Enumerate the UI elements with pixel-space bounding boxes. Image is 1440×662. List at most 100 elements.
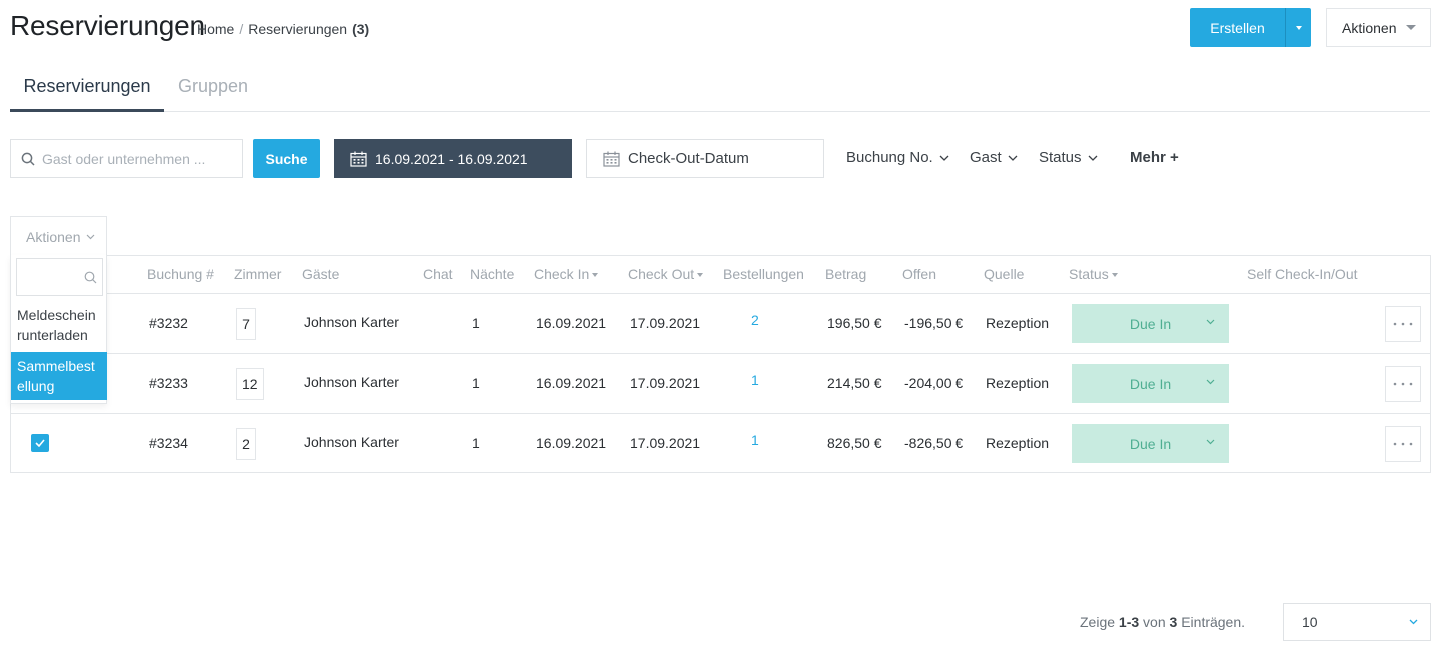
row-checkbox[interactable] [31,434,49,452]
status-dropdown[interactable]: Due In [1072,364,1229,403]
chevron-down-icon [939,155,949,161]
guest-name[interactable]: Johnson Karter [304,314,399,330]
breadcrumb-home[interactable]: Home [197,21,235,37]
chevron-down-icon [1088,155,1097,161]
tab-reservierungen[interactable]: Reservierungen [10,76,164,112]
chevron-down-icon [1008,155,1018,161]
column-chat[interactable]: Chat [423,266,453,282]
sort-icon [697,272,704,277]
column-source[interactable]: Quelle [984,266,1025,282]
chevron-down-icon [87,234,95,239]
sort-icon [592,272,599,277]
booking-number[interactable]: #3233 [149,375,188,391]
table-row[interactable]: #3232 7 Johnson Karter 1 16.09.2021 17.0… [11,294,1430,354]
actions-button[interactable]: Aktionen [1326,8,1431,47]
pagination-suffix: Einträgen. [1181,614,1246,630]
open-amount: -204,00 € [904,375,964,391]
filter-guest-label: Gast [970,149,1002,166]
check-in-date: 16.09.2021 [536,375,607,391]
caret-down-icon [1295,25,1302,30]
status-dropdown[interactable]: Due In [1072,424,1229,463]
column-orders[interactable]: Bestellungen [723,266,804,282]
column-check-in[interactable]: Check In [534,266,599,282]
check-in-date: 16.09.2021 [536,315,607,331]
page-size-value: 10 [1302,614,1318,630]
checkout-date-filter[interactable]: Check-Out-Datum [586,139,824,178]
bulk-action-sammelbestellung[interactable]: Sammelbestellung [11,352,107,400]
page-size-select[interactable]: 10 [1283,603,1431,641]
search-button[interactable]: Suche [253,139,320,178]
search-icon [21,152,35,166]
filter-guest[interactable]: Gast [970,149,1018,166]
nights: 1 [472,315,480,331]
bulk-action-meldeschein[interactable]: Meldeschein runterladen [17,307,96,343]
pagination-total: 3 [1169,614,1178,630]
column-guests[interactable]: Gäste [302,266,340,282]
booking-number[interactable]: #3234 [149,435,188,451]
breadcrumb-current: Reservierungen [248,21,348,37]
reservations-table: Buchung # Zimmer Gäste Chat Nächte Check… [10,255,1431,473]
checkmark-icon [35,439,45,447]
check-out-date: 17.09.2021 [630,375,701,391]
checkout-date-placeholder: Check-Out-Datum [628,150,749,167]
nights: 1 [472,375,480,391]
calendar-icon [350,151,367,167]
row-more-button[interactable] [1385,306,1421,342]
ellipsis-icon [1393,382,1413,386]
row-more-button[interactable] [1385,426,1421,462]
tab-gruppen[interactable]: Gruppen [178,76,249,96]
column-open[interactable]: Offen [902,266,936,282]
row-more-button[interactable] [1385,366,1421,402]
room-number: 2 [236,428,256,460]
guest-name[interactable]: Johnson Karter [304,374,399,390]
breadcrumb-separator: / [239,21,244,37]
column-check-out[interactable]: Check Out [628,266,704,282]
ellipsis-icon [1393,322,1413,326]
room-number: 12 [236,368,264,400]
breadcrumb-count: (3) [352,21,370,37]
column-self-checkin[interactable]: Self Check-In/Out [1247,266,1358,282]
column-amount[interactable]: Betrag [825,266,867,282]
calendar-icon [603,151,620,167]
breadcrumb: Home / Reservierungen (3) [197,21,369,37]
bulk-actions-button[interactable]: Aktionen [10,216,107,256]
table-row[interactable]: #3233 12 Johnson Karter 1 16.09.2021 17.… [11,354,1430,414]
search-input[interactable] [42,150,232,167]
status-label: Due In [1129,435,1172,452]
pagination-prefix: Zeige [1080,614,1116,630]
ellipsis-icon [1393,442,1413,446]
create-dropdown-toggle[interactable] [1286,8,1311,47]
table-row[interactable]: #3234 2 Johnson Karter 1 16.09.2021 17.0… [11,414,1430,474]
source: Rezeption [986,315,1050,331]
date-range-filter[interactable]: 16.09.2021 - 16.09.2021 [334,139,572,178]
booking-number[interactable]: #3232 [149,315,188,331]
bulk-actions-search [16,258,103,296]
more-filters-button[interactable]: Mehr + [1130,149,1179,166]
orders-link[interactable]: 1 [751,372,759,388]
create-button-group: Erstellen [1190,8,1311,47]
bulk-actions-menu: Meldeschein runterladen Sammelbestellung [10,255,107,404]
open-amount: -826,50 € [904,435,964,451]
check-out-date: 17.09.2021 [630,315,701,331]
orders-link[interactable]: 2 [751,312,759,328]
status-dropdown[interactable]: Due In [1072,304,1229,343]
tabs: Reservierungen Gruppen [10,72,1430,112]
bulk-actions-search-input[interactable] [21,259,81,295]
filter-status[interactable]: Status [1039,149,1098,166]
page-title: Reservierungen [10,10,205,41]
guest-name[interactable]: Johnson Karter [304,434,399,450]
filter-booking-no[interactable]: Buchung No. [846,149,949,166]
column-room[interactable]: Zimmer [234,266,282,282]
date-range-value: 16.09.2021 - 16.09.2021 [375,150,528,167]
column-nights[interactable]: Nächte [470,266,515,282]
amount: 826,50 € [827,435,882,451]
bulk-actions-label: Aktionen [26,228,81,245]
status-label: Due In [1129,315,1172,332]
column-status[interactable]: Status [1069,266,1118,282]
orders-link[interactable]: 1 [751,432,759,448]
pagination-range: 1-3 [1118,614,1140,630]
nights: 1 [472,435,480,451]
table-header: Buchung # Zimmer Gäste Chat Nächte Check… [11,256,1430,294]
create-button[interactable]: Erstellen [1190,8,1286,47]
column-booking[interactable]: Buchung # [147,266,214,282]
